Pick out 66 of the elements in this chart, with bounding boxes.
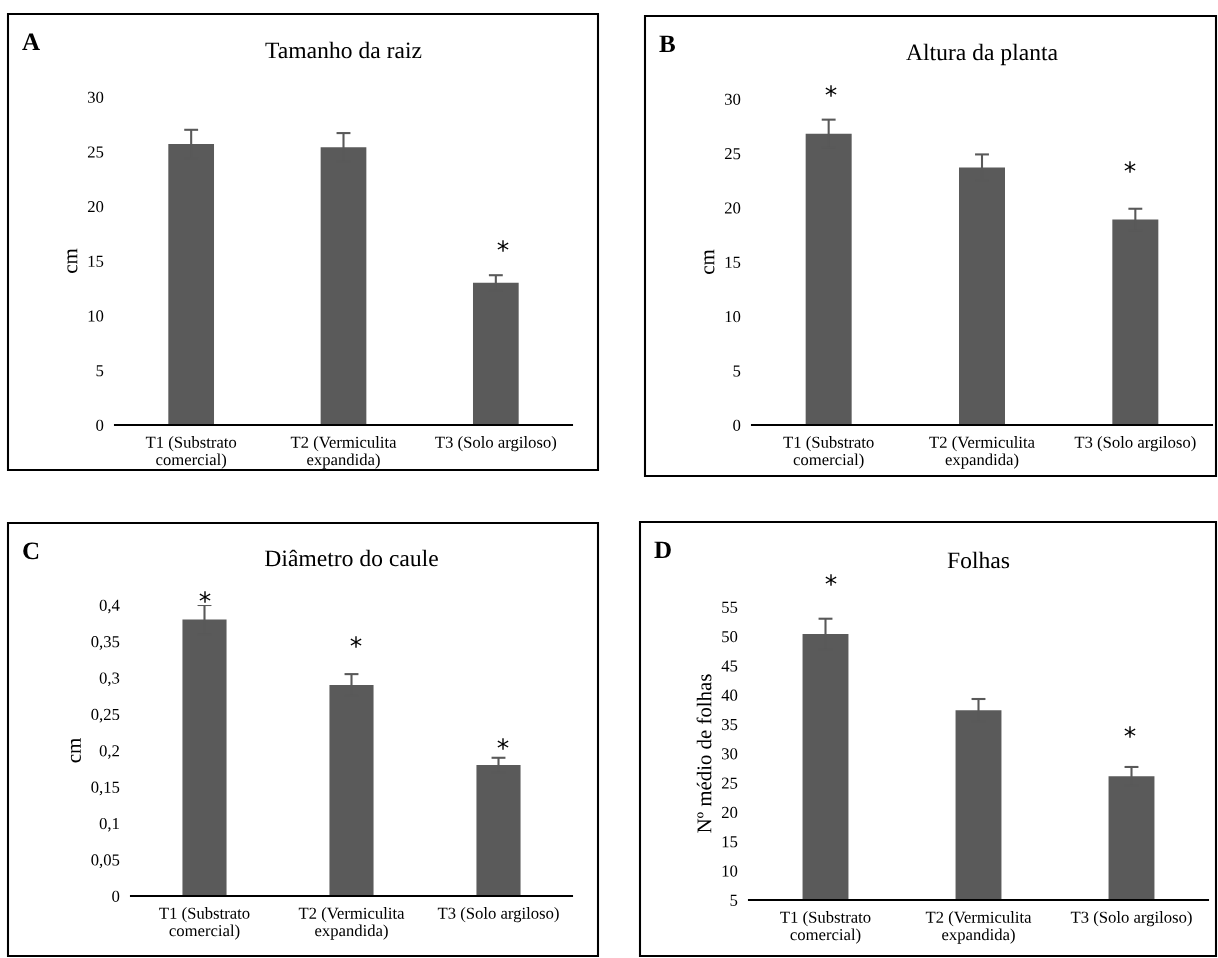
y-tick-label: 0,05 xyxy=(91,854,120,868)
text: * xyxy=(825,85,837,97)
y-axis-title: cm xyxy=(70,738,81,763)
y-tick-label: 5 xyxy=(96,365,104,377)
y-tick-label: 15 xyxy=(725,256,741,268)
x-tick-label: T2 (Vermiculita expandida) xyxy=(290,436,397,469)
y-tick-label: 5 xyxy=(733,365,741,377)
y-tick-label: 15 xyxy=(722,836,738,848)
text: C xyxy=(23,542,39,560)
annotation: * xyxy=(1124,161,1136,173)
annotation: * xyxy=(350,636,362,648)
y-axis-title: cm xyxy=(704,249,715,274)
y-axis-title: cm xyxy=(67,248,78,273)
y-tick-label: 25 xyxy=(724,148,741,160)
y-tick-label: 5 xyxy=(730,894,738,906)
x-tick-label: T3 (Solo argiloso) xyxy=(1074,436,1196,452)
x-tick-label: T3 (Solo argiloso) xyxy=(1070,911,1192,927)
y-tick-label: 20 xyxy=(87,201,104,213)
y-tick-label: 0,3 xyxy=(99,672,120,687)
text: A xyxy=(22,33,40,51)
x-tick-label: T2 (Vermiculita expandida) xyxy=(929,436,1035,469)
y-tick-label: 0,15 xyxy=(91,781,120,796)
y-tick-label: 30 xyxy=(725,93,741,105)
y-tick-label: 0,25 xyxy=(91,708,120,723)
x-tick-label: T1 (Substrato comercial) xyxy=(159,907,250,940)
y-tick-label: 25 xyxy=(721,777,738,789)
y-tick-label: 50 xyxy=(722,631,738,643)
chart-title: Altura da planta xyxy=(906,43,1058,66)
y-tick-label: 55 xyxy=(722,601,738,613)
annotation: * xyxy=(497,240,509,252)
y-tick-label: 30 xyxy=(88,91,104,103)
y-tick-label: 20 xyxy=(721,806,738,819)
y-tick-label: 0,2 xyxy=(99,745,119,759)
y-tick-label: 15 xyxy=(88,255,104,267)
y-tick-label: 0 xyxy=(112,890,120,902)
chart-title: Diâmetro do caule xyxy=(264,549,438,567)
y-axis-title: Nº médio de folhas xyxy=(696,674,712,833)
y-tick-label: 0,35 xyxy=(91,636,120,650)
y-tick-label: 30 xyxy=(722,748,738,760)
chart-title: Tamanho da raiz xyxy=(265,41,422,59)
x-tick-label: T1 (Substrato comercial) xyxy=(145,436,237,469)
text: D xyxy=(654,541,671,559)
text: * xyxy=(825,574,837,586)
text: * xyxy=(199,591,211,603)
annotation: * xyxy=(497,738,509,750)
x-tick-label: T2 (Vermiculita expandida) xyxy=(925,911,1032,944)
x-tick-label: T1 (Substrato comercial) xyxy=(783,436,874,469)
y-tick-label: 0,4 xyxy=(99,599,120,614)
y-tick-label: 40 xyxy=(721,689,738,701)
chart-title: Folhas xyxy=(947,551,1010,569)
y-tick-label: 10 xyxy=(725,311,741,323)
y-tick-label: 35 xyxy=(722,718,738,731)
x-tick-label: T1 (Substrato comercial) xyxy=(780,911,871,944)
y-tick-label: 0 xyxy=(96,419,104,431)
x-tick-label: T2 (Vermiculita expandida) xyxy=(298,907,405,940)
y-tick-label: 0,1 xyxy=(99,817,119,832)
y-tick-label: 0 xyxy=(733,419,741,431)
x-tick-label: T3 (Solo argiloso) xyxy=(437,907,559,923)
x-tick-label: T3 (Solo argiloso) xyxy=(435,436,557,452)
annotation: * xyxy=(1124,726,1136,738)
y-tick-label: 25 xyxy=(87,146,104,158)
y-tick-label: 45 xyxy=(721,660,738,672)
y-tick-label: 10 xyxy=(88,310,104,322)
y-tick-label: 20 xyxy=(724,202,741,214)
text: B xyxy=(659,35,675,53)
y-tick-label: 10 xyxy=(722,865,738,877)
